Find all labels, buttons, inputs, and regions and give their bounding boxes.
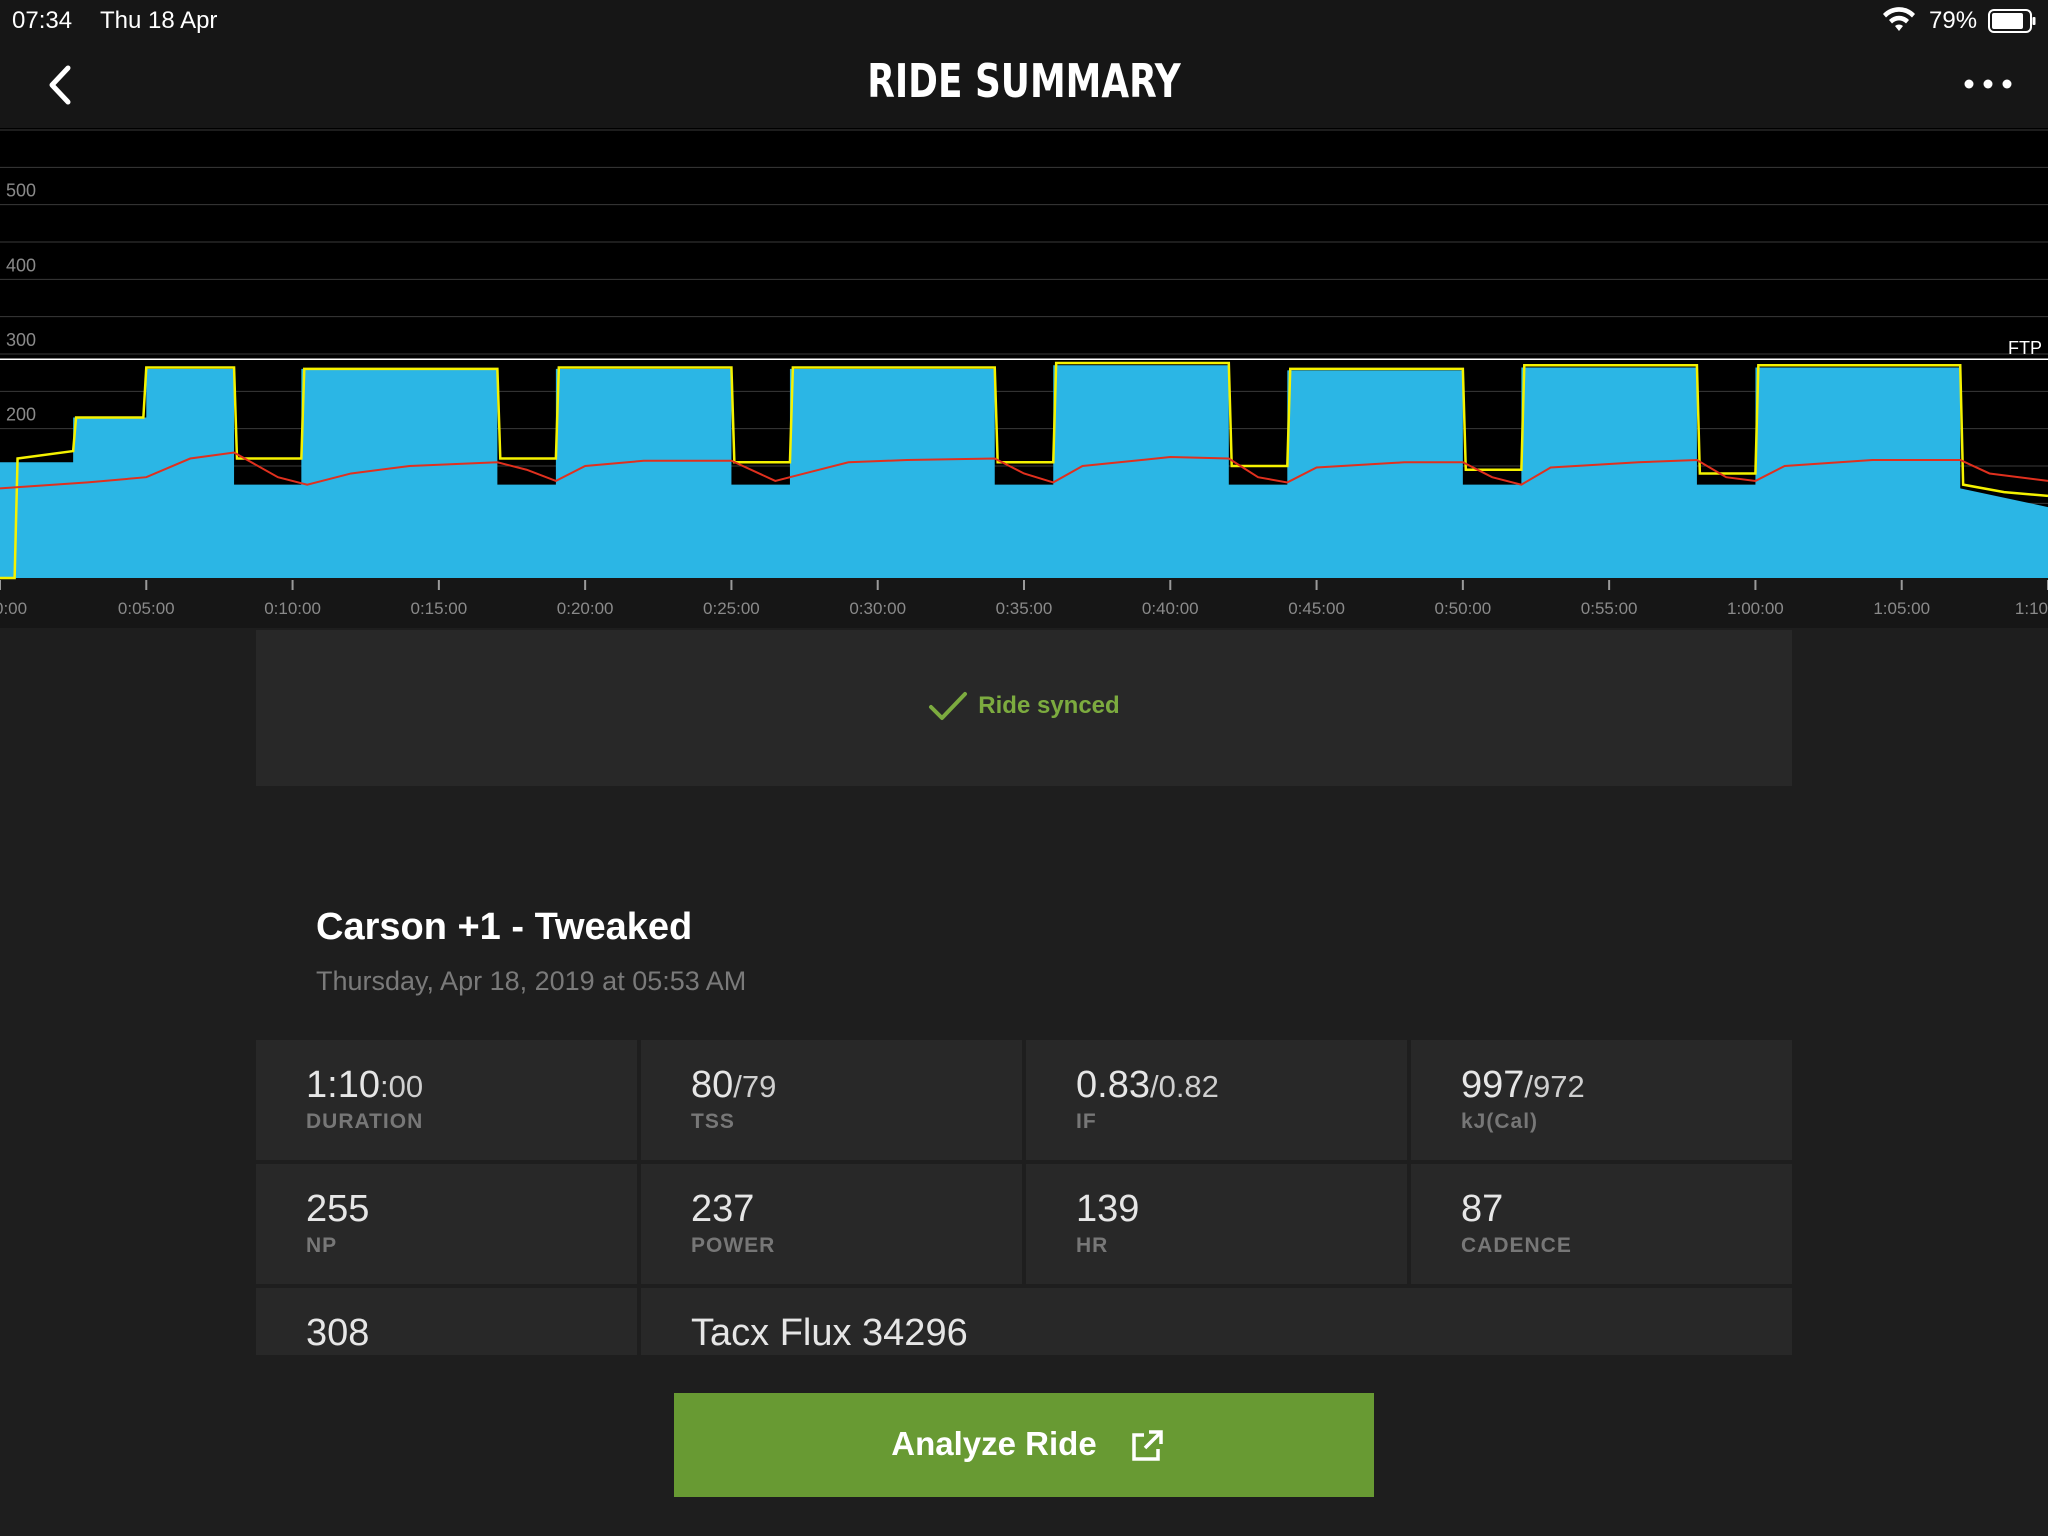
status-bar: 07:34 Thu 18 Apr 79% [0,0,2048,42]
metric-label: DURATION [306,1110,424,1133]
metric-if: 0.83/0.82 IF [1026,1040,1407,1160]
x-tick-label: 1:00:00 [1727,599,1784,618]
power-chart: FTP2003004005006000:000:05:000:10:000:15… [0,128,2048,628]
workout-title: Carson +1 - Tweaked [316,906,693,948]
sync-panel: Ride synced [256,630,1792,786]
ftp-label: FTP [2008,338,2042,358]
x-tick-label: 0:30:00 [849,599,906,618]
metric-kj: 997/972 kJ(Cal) [1411,1040,1792,1160]
battery-icon [1988,9,2036,33]
x-tick-label: 1:05:00 [1873,599,1930,618]
metric-trainer: Tacx Flux 34296 [641,1288,1792,1355]
y-tick-label: 300 [6,330,36,350]
x-tick-label: 0:50:00 [1434,599,1491,618]
analyze-ride-label: Analyze Ride [891,1425,1097,1462]
chevron-left-icon[interactable] [36,60,86,110]
metric-value: 1:10:00 [306,1064,424,1106]
x-tick-label: 0:10:00 [264,599,321,618]
analyze-ride-button[interactable]: Analyze Ride [674,1393,1374,1497]
metric-label: IF [1076,1110,1097,1133]
metric-np: 255 NP [256,1164,637,1284]
metric-value: 255 [306,1188,370,1230]
metric-label: kJ(Cal) [1461,1110,1539,1133]
metric-max-power: 308 [256,1288,637,1355]
y-tick-label: 400 [6,255,36,275]
metrics-grid: 1:10:00 DURATION 80/79 TSS 0.83/0.82 IF … [256,1040,1792,1355]
x-tick-label: 0:20:00 [557,599,614,618]
metric-value: 0.83/0.82 [1076,1064,1219,1106]
x-tick-label: 0:05:00 [118,599,175,618]
metric-label: HR [1076,1234,1109,1257]
metric-value: 237 [691,1188,755,1230]
power-line [0,361,2048,580]
sync-label: Ride synced [978,692,1120,719]
power-chart-svg: FTP2003004005006000:000:05:000:10:000:15… [0,128,2048,618]
metric-cadence: 87 CADENCE [1411,1164,1792,1284]
metric-label: CADENCE [1461,1234,1572,1257]
status-time: 07:34 [12,7,73,34]
x-tick-label: 0:00 [0,599,27,618]
workout-date: Thursday, Apr 18, 2019 at 05:53 AM [316,966,747,996]
y-tick-label: 200 [6,405,36,425]
metric-value: 80/79 [691,1064,777,1106]
metric-hr: 139 HR [1026,1164,1407,1284]
metric-value: 997/972 [1461,1064,1585,1106]
x-tick-label: 0:25:00 [703,599,760,618]
metric-duration: 1:10:00 DURATION [256,1040,637,1160]
status-date: Thu 18 Apr [100,7,218,34]
y-tick-label: 500 [6,181,36,201]
metric-tss: 80/79 TSS [641,1040,1022,1160]
metric-label: TSS [691,1110,735,1133]
external-link-icon [1132,1430,1163,1461]
target-power-area [0,365,2048,578]
wifi-icon [1883,7,1915,31]
battery-percent: 79% [1929,7,1978,34]
metric-value: Tacx Flux 34296 [691,1312,968,1354]
x-tick-label: 0:15:00 [410,599,467,618]
metric-value: 308 [306,1312,370,1354]
more-horizontal-icon[interactable] [1960,64,2016,104]
sync-status: Ride synced [256,690,1792,722]
page-title: RIDE SUMMARY [867,54,1181,108]
heart-rate-line [0,451,2048,490]
metric-label: POWER [691,1234,776,1257]
metric-value: 87 [1461,1188,1504,1230]
checkmark-icon [929,692,968,720]
metric-value: 139 [1076,1188,1140,1230]
header: RIDE SUMMARY [0,42,2048,128]
x-tick-label: 0:40:00 [1142,599,1199,618]
x-tick-label: 1:10 [2015,599,2048,618]
x-tick-label: 0:45:00 [1288,599,1345,618]
x-tick-label: 0:55:00 [1581,599,1638,618]
metric-label: NP [306,1234,338,1257]
metric-power: 237 POWER [641,1164,1022,1284]
x-tick-label: 0:35:00 [996,599,1053,618]
